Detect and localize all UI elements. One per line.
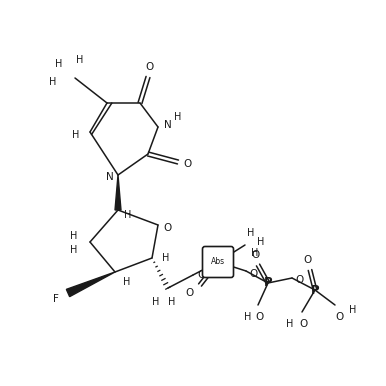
- FancyBboxPatch shape: [203, 247, 234, 278]
- Text: H: H: [55, 59, 63, 69]
- Text: H: H: [70, 245, 78, 255]
- Text: O: O: [336, 312, 344, 322]
- Text: H: H: [174, 112, 182, 122]
- Text: H: H: [257, 237, 265, 247]
- Text: N: N: [164, 120, 172, 130]
- Text: H: H: [247, 228, 255, 238]
- Text: N: N: [106, 172, 114, 182]
- Text: H: H: [286, 319, 294, 329]
- Text: O: O: [197, 270, 205, 280]
- Text: O: O: [184, 159, 192, 169]
- Text: Abs: Abs: [211, 257, 225, 266]
- Text: H: H: [123, 277, 131, 287]
- Polygon shape: [115, 175, 121, 210]
- Text: H: H: [72, 130, 80, 140]
- Text: O: O: [295, 275, 303, 285]
- Text: O: O: [256, 312, 264, 322]
- Text: H: H: [168, 297, 176, 307]
- Text: H: H: [251, 248, 259, 258]
- Text: O: O: [164, 223, 172, 233]
- Text: P: P: [311, 283, 319, 296]
- Text: O: O: [304, 255, 312, 265]
- Text: O: O: [250, 269, 258, 279]
- Text: H: H: [70, 231, 78, 241]
- Text: O: O: [251, 250, 259, 260]
- Text: O: O: [299, 319, 307, 329]
- Text: H: H: [152, 297, 160, 307]
- Text: F: F: [53, 294, 59, 304]
- Polygon shape: [66, 272, 115, 297]
- Text: H: H: [124, 210, 132, 220]
- Text: H: H: [49, 77, 57, 87]
- Text: H: H: [76, 55, 84, 65]
- Text: O: O: [146, 62, 154, 72]
- Text: H: H: [244, 312, 252, 322]
- Text: P: P: [264, 276, 272, 290]
- Text: H: H: [349, 305, 357, 315]
- Text: H: H: [162, 253, 170, 263]
- Text: O: O: [186, 288, 194, 298]
